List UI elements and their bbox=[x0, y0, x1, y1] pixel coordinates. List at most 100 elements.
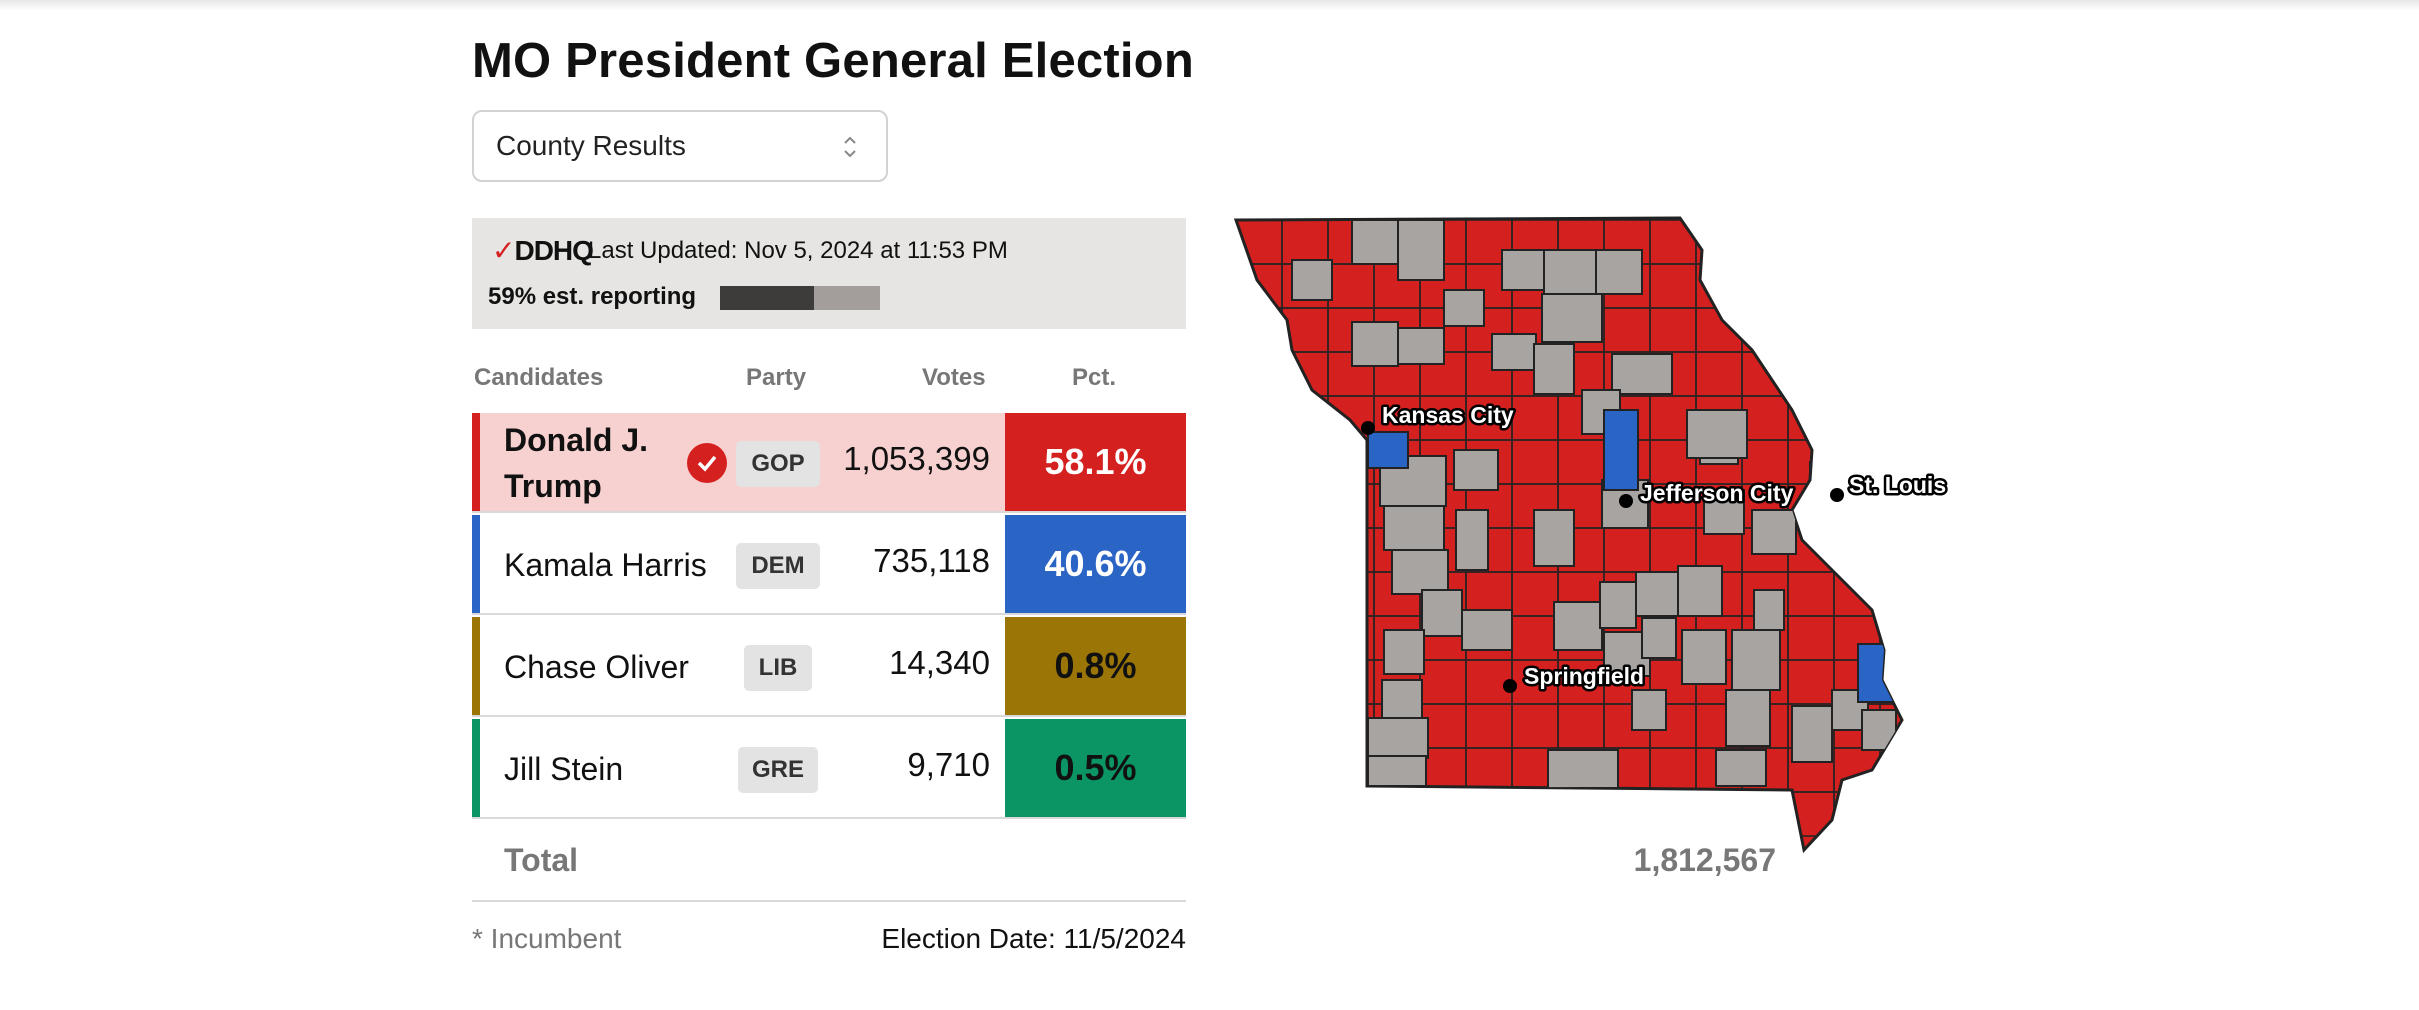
vote-count: 14,340 bbox=[889, 644, 990, 681]
county-grid-cell bbox=[1741, 219, 1789, 265]
county-grid-cell bbox=[1327, 791, 1375, 837]
party-color-stripe bbox=[472, 617, 480, 715]
county-shape[interactable] bbox=[1861, 709, 1897, 751]
election-date: Election Date: 11/5/2024 bbox=[881, 923, 1186, 954]
county-shape[interactable] bbox=[1631, 689, 1667, 731]
county-grid-cell bbox=[1787, 307, 1835, 353]
county-shape[interactable] bbox=[1751, 509, 1797, 555]
county-grid-cell bbox=[1511, 791, 1559, 837]
county-grid-cell bbox=[1787, 351, 1835, 397]
county-shape[interactable] bbox=[1547, 749, 1619, 789]
candidate-name: Kamala Harris bbox=[504, 547, 707, 583]
county-shape[interactable] bbox=[1397, 219, 1445, 281]
total-votes: 1,812,567 bbox=[1633, 842, 1776, 878]
county-grid-cell bbox=[1879, 307, 1902, 353]
county-shape[interactable] bbox=[1461, 609, 1513, 651]
county-shape[interactable] bbox=[1351, 321, 1399, 367]
county-shape[interactable] bbox=[1533, 343, 1575, 395]
county-shape[interactable] bbox=[1455, 509, 1489, 571]
last-updated-text: Last Updated: Nov 5, 2024 at 11:53 PM bbox=[588, 237, 1008, 264]
county-grid-cell bbox=[1465, 791, 1513, 837]
county-shape[interactable] bbox=[1383, 505, 1445, 551]
county-shape[interactable] bbox=[1367, 755, 1427, 787]
county-shape[interactable] bbox=[1501, 249, 1545, 291]
county-grid-cell bbox=[1373, 791, 1421, 837]
header-candidates: Candidates bbox=[474, 364, 604, 391]
county-shape[interactable] bbox=[1603, 409, 1639, 491]
county-shape[interactable] bbox=[1753, 589, 1785, 631]
vote-count: 9,710 bbox=[907, 746, 990, 783]
ddhq-logo: ✓DDHQ bbox=[492, 235, 594, 266]
county-shape[interactable] bbox=[1391, 549, 1449, 595]
county-grid-cell bbox=[1236, 395, 1283, 441]
county-shape[interactable] bbox=[1421, 589, 1463, 637]
county-shape[interactable] bbox=[1703, 489, 1745, 535]
county-shape[interactable] bbox=[1397, 327, 1445, 365]
county-shape[interactable] bbox=[1809, 461, 1843, 513]
party-badge: LIB bbox=[744, 645, 812, 691]
vote-percent: 0.8% bbox=[1005, 617, 1186, 715]
county-grid-cell bbox=[1281, 483, 1329, 529]
county-grid-cell bbox=[1649, 791, 1697, 837]
city-marker-kansas-city: Kansas City bbox=[1361, 400, 1516, 435]
county-shape[interactable] bbox=[1677, 565, 1723, 617]
county-shape[interactable] bbox=[1595, 249, 1643, 295]
county-shape[interactable] bbox=[1383, 629, 1425, 675]
county-shape[interactable] bbox=[1453, 449, 1499, 491]
county-shape[interactable] bbox=[1541, 293, 1603, 343]
city-markers: Kansas City Jefferson City St. Louis Spr… bbox=[1361, 400, 1949, 693]
county-grid-cell bbox=[1281, 703, 1329, 749]
results-view-select[interactable]: County Results bbox=[472, 110, 888, 182]
vote-count: 1,053,399 bbox=[843, 440, 990, 477]
county-shape[interactable] bbox=[1611, 353, 1673, 395]
candidate-name: Jill Stein bbox=[504, 751, 624, 787]
county-shape[interactable] bbox=[1731, 629, 1781, 691]
chevron-up-down-icon bbox=[844, 136, 856, 158]
county-grid-cell bbox=[1236, 351, 1283, 397]
reporting-label: 59% est. reporting bbox=[488, 283, 697, 310]
county-grid-cell bbox=[1879, 263, 1902, 309]
county-grid-cell bbox=[1879, 571, 1902, 617]
county-shape[interactable] bbox=[1725, 689, 1771, 747]
county-grid-cell bbox=[1236, 791, 1283, 837]
county-shape[interactable] bbox=[1791, 705, 1833, 763]
election-widget: MO President General Election County Res… bbox=[472, 0, 1972, 1010]
county-shape[interactable] bbox=[1367, 717, 1429, 759]
party-color-stripe bbox=[472, 719, 480, 817]
county-shape[interactable] bbox=[1857, 643, 1901, 703]
county-grid-cell bbox=[1787, 263, 1835, 309]
reporting-progress-fill bbox=[720, 286, 815, 310]
county-shape[interactable] bbox=[1543, 249, 1597, 295]
candidate-row-harris: Kamala Harris DEM 735,118 40.6% bbox=[472, 515, 1186, 615]
county-shape[interactable] bbox=[1599, 581, 1637, 629]
county-shape[interactable] bbox=[1291, 259, 1333, 301]
county-shape[interactable] bbox=[1641, 617, 1677, 659]
county-grid-cell bbox=[1236, 747, 1283, 793]
county-grid-cell bbox=[1741, 263, 1789, 309]
county-shape[interactable] bbox=[1351, 219, 1399, 265]
county-shape[interactable] bbox=[1553, 601, 1603, 651]
county-shape[interactable] bbox=[1533, 509, 1575, 567]
county-grid-cell bbox=[1833, 263, 1881, 309]
county-shape[interactable] bbox=[1635, 571, 1679, 617]
county-grid-cell bbox=[1281, 615, 1329, 661]
county-grid-cell bbox=[1879, 527, 1902, 573]
county-grid-cell bbox=[1833, 219, 1881, 265]
divider bbox=[472, 900, 1186, 902]
county-shape[interactable] bbox=[1491, 333, 1537, 371]
header-pct: Pct. bbox=[1072, 364, 1117, 391]
county-shape[interactable] bbox=[1367, 431, 1409, 469]
county-shape[interactable] bbox=[1686, 409, 1748, 459]
county-grid-cell bbox=[1879, 791, 1902, 837]
county-shape[interactable] bbox=[1715, 749, 1767, 787]
candidate-row-oliver: Chase Oliver LIB 14,340 0.8% bbox=[472, 617, 1186, 717]
county-shape[interactable] bbox=[1443, 289, 1485, 327]
county-grid-cell bbox=[1419, 791, 1467, 837]
party-badge: GOP bbox=[736, 441, 820, 487]
incumbent-note: * Incumbent bbox=[472, 923, 622, 954]
city-label: Jefferson City bbox=[1640, 480, 1794, 506]
county-grid-cell bbox=[1787, 219, 1835, 265]
county-results-map[interactable]: Kansas City Jefferson City St. Louis Spr… bbox=[1232, 210, 1952, 860]
county-grid-cell bbox=[1741, 791, 1789, 837]
county-shape[interactable] bbox=[1681, 629, 1727, 685]
